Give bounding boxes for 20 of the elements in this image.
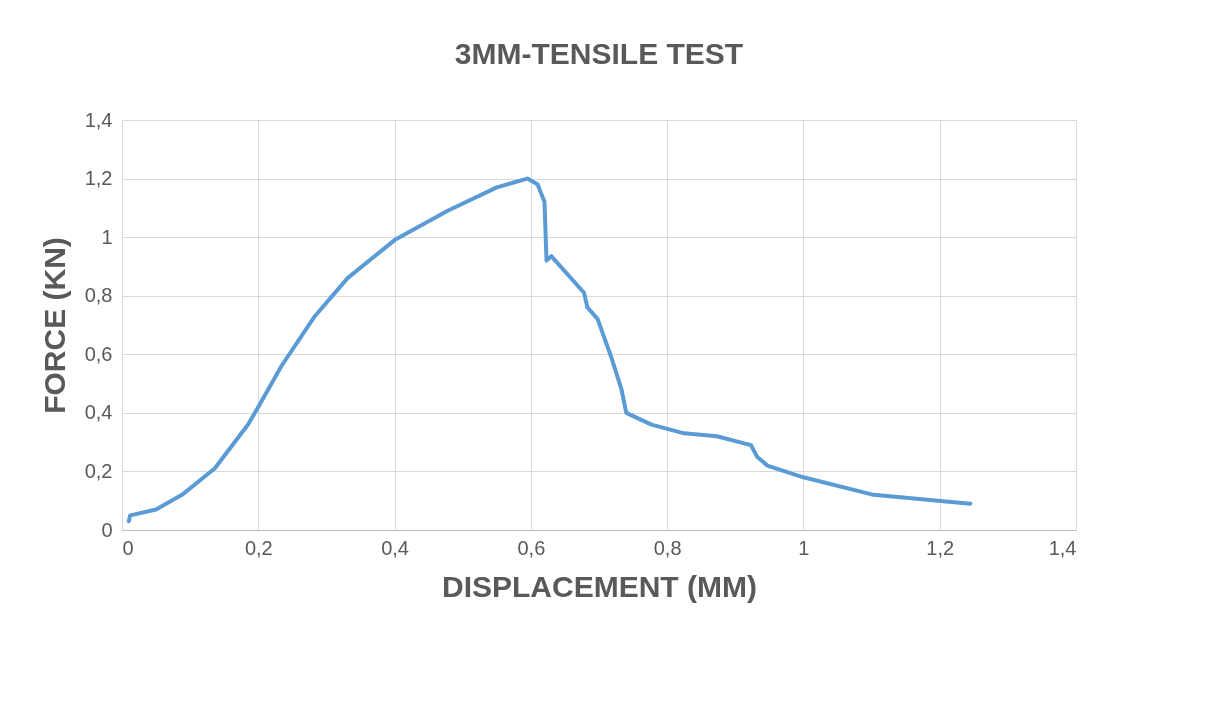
- y-tick-label: 1,2: [84, 167, 113, 190]
- line-series: [126, 176, 973, 524]
- x-tick-label: 1,4: [1048, 536, 1077, 559]
- y-tick-label: 0: [101, 518, 113, 541]
- y-axis-title: FORCE (KN): [37, 237, 71, 414]
- x-tick-label: 0: [122, 536, 134, 559]
- x-tick-label: 1,2: [926, 536, 955, 559]
- x-tick-label: 0,6: [517, 536, 546, 559]
- y-tick-label: 0,4: [84, 401, 113, 424]
- y-tick-label: 0,6: [84, 342, 113, 365]
- x-tick-label: 0,4: [381, 536, 409, 559]
- x-axis-title: DISPLACEMENT (MM): [442, 569, 757, 603]
- x-tick-label: 0,8: [653, 536, 682, 559]
- x-tick-label: 1: [798, 536, 810, 559]
- y-tick-label: 0,2: [84, 459, 113, 482]
- y-tick-label: 0,8: [84, 284, 113, 307]
- x-tick-label: 0,2: [244, 536, 273, 559]
- chart-title: 3MM-TENSILE TEST: [454, 37, 744, 70]
- y-tick-label: 1,4: [84, 108, 113, 131]
- y-tick-label: 1: [101, 225, 113, 248]
